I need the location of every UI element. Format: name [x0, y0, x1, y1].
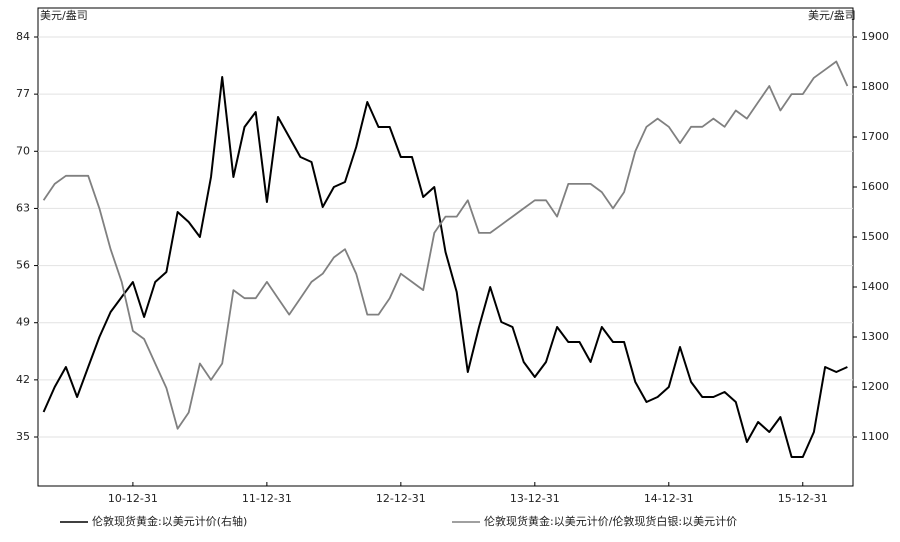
y-tick-label: 35	[16, 430, 30, 443]
x-tick-label: 11-12-31	[242, 492, 292, 505]
legend-label: 伦敦现货黄金:以美元计价(右轴)	[92, 514, 247, 528]
plot-frame	[37, 7, 854, 487]
y-axis-label: 美元/盎司	[40, 8, 88, 22]
y-tick-label: 49	[16, 316, 30, 329]
x-tick-label: 15-12-31	[778, 492, 828, 505]
legend-label: 伦敦现货黄金:以美元计价/伦敦现货白银:以美元计价	[484, 514, 737, 528]
y-tick-label: 63	[16, 201, 30, 214]
x-tick-label: 12-12-31	[376, 492, 426, 505]
x-tick-label: 14-12-31	[644, 492, 694, 505]
y2-tick-label: 1600	[861, 180, 889, 193]
x-tick-label: 13-12-31	[510, 492, 560, 505]
y2-tick-label: 1800	[861, 80, 889, 93]
y2-tick-label: 1300	[861, 330, 889, 343]
y2-tick-label: 1200	[861, 380, 889, 393]
y2-tick-label: 1900	[861, 30, 889, 43]
series-line	[42, 76, 848, 458]
x-tick-label: 10-12-31	[108, 492, 158, 505]
y-tick-label: 70	[16, 144, 30, 157]
y2-tick-label: 1700	[861, 130, 889, 143]
y2-axis-label: 美元/盎司	[808, 8, 856, 22]
y2-tick-label: 1100	[861, 430, 889, 443]
y-tick-label: 56	[16, 259, 30, 272]
y2-tick-label: 1400	[861, 280, 889, 293]
y-tick-label: 77	[16, 87, 30, 100]
series-line	[42, 60, 849, 430]
y-tick-label: 84	[16, 30, 30, 43]
y-tick-label: 42	[16, 373, 30, 386]
y2-tick-label: 1500	[861, 230, 889, 243]
